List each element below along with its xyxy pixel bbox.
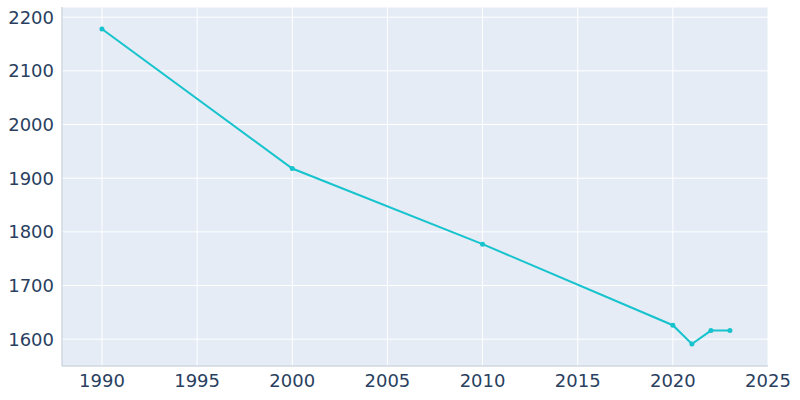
svg-text:2015: 2015: [555, 370, 601, 391]
svg-text:1800: 1800: [8, 221, 54, 242]
svg-text:2000: 2000: [269, 370, 315, 391]
svg-text:2020: 2020: [650, 370, 696, 391]
svg-text:1990: 1990: [79, 370, 125, 391]
svg-text:1600: 1600: [8, 329, 54, 350]
svg-text:2100: 2100: [8, 60, 54, 81]
svg-text:1995: 1995: [174, 370, 220, 391]
svg-text:2010: 2010: [460, 370, 506, 391]
svg-text:2005: 2005: [365, 370, 411, 391]
svg-text:2025: 2025: [745, 370, 791, 391]
svg-text:1700: 1700: [8, 275, 54, 296]
svg-text:1900: 1900: [8, 168, 54, 189]
svg-text:2200: 2200: [8, 7, 54, 28]
svg-text:2000: 2000: [8, 114, 54, 135]
